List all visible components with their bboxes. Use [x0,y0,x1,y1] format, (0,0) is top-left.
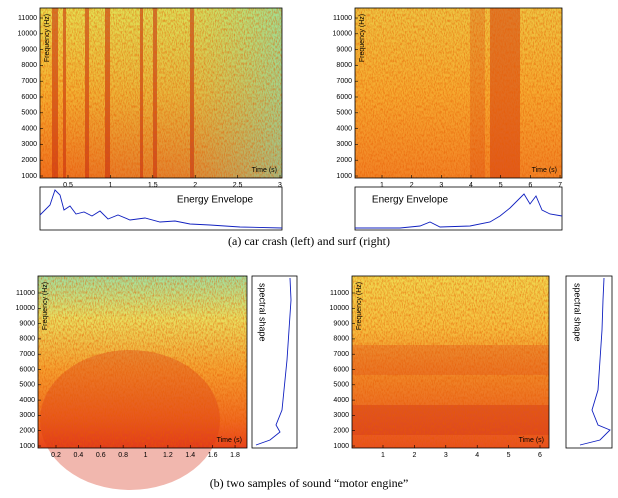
x-tick-label: 2 [412,452,416,459]
y-tick-label: 3000 [336,141,352,148]
axis-label: Time (s) [532,167,557,174]
y-tick-label: 10000 [330,305,350,312]
y-tick-label: 4000 [336,125,352,132]
y-tick-label: 11000 [18,15,37,22]
y-tick-label: 9000 [333,320,349,327]
spectrogram [355,8,562,178]
y-tick-label: 2000 [21,157,37,164]
x-tick-label: 1 [144,452,148,459]
y-tick-label: 1000 [336,173,352,180]
x-tick-label: 1 [380,182,384,189]
inset-label: spectral shape [573,283,583,342]
frames [37,7,613,449]
spectrogram [352,276,549,448]
inset-label: spectral shape [258,283,268,342]
y-tick-label: 2000 [19,428,35,435]
x-tick-label: 0.5 [63,182,73,189]
y-tick-label: 5000 [336,110,352,117]
x-tick-label: 7 [558,182,562,189]
x-tick-label: 1 [108,182,112,189]
inset-label: Energy Envelope [177,195,254,206]
y-tick-label: 7000 [19,351,35,358]
caption: (a) car crash (left) and surf (right) [228,234,390,248]
x-tick-label: 2.5 [233,182,243,189]
x-tick-label: 0.2 [51,452,61,459]
y-tick-label: 8000 [336,62,352,69]
y-tick-label: 11000 [330,290,349,297]
y-tick-label: 10000 [16,305,36,312]
x-tick-label: 1.6 [208,452,218,459]
x-tick-label: 5 [507,452,511,459]
spectrogram [38,276,247,490]
y-tick-label: 8000 [333,336,349,343]
x-tick-label: 1 [381,452,385,459]
x-tick-label: 0.6 [96,452,106,459]
y-tick-label: 2000 [336,157,352,164]
axis-label: Time (s) [217,437,242,444]
x-tick-label: 1.5 [148,182,158,189]
axis-label: Frequency (Hz) [356,282,363,330]
x-tick-label: 2 [193,182,197,189]
x-tick-label: 3 [439,182,443,189]
y-tick-label: 2000 [333,428,349,435]
y-tick-label: 10000 [18,31,38,38]
y-tick-label: 6000 [333,366,349,373]
y-tick-label: 7000 [333,351,349,358]
x-tick-label: 6 [538,452,542,459]
axis-label: Time (s) [252,167,277,174]
x-tick-label: 6 [528,182,532,189]
y-tick-label: 8000 [21,62,37,69]
x-tick-label: 2 [410,182,414,189]
y-tick-label: 9000 [19,320,35,327]
x-tick-label: 4 [475,452,479,459]
y-tick-label: 3000 [21,141,37,148]
y-tick-label: 5000 [21,110,37,117]
axis-label: Frequency (Hz) [42,282,49,330]
y-tick-label: 1000 [21,173,37,180]
y-tick-label: 1000 [333,443,349,450]
y-tick-label: 4000 [333,397,349,404]
y-tick-label: 7000 [21,78,37,85]
y-tick-label: 7000 [336,78,352,85]
y-tick-label: 11000 [333,15,352,22]
y-tick-label: 6000 [336,94,352,101]
y-tick-label: 6000 [21,94,37,101]
y-tick-label: 1000 [19,443,35,450]
y-tick-label: 4000 [21,125,37,132]
y-tick-label: 4000 [19,397,35,404]
y-tick-label: 5000 [333,382,349,389]
x-tick-label: 1.8 [230,452,240,459]
y-tick-label: 9000 [336,46,352,53]
axis-label: Frequency (Hz) [44,14,51,62]
inset-label: Energy Envelope [372,195,449,206]
x-tick-label: 3 [278,182,282,189]
y-tick-label: 11000 [16,290,35,297]
x-tick-label: 5 [499,182,503,189]
y-tick-label: 3000 [333,412,349,419]
y-tick-label: 5000 [19,382,35,389]
axis-label: Frequency (Hz) [359,14,366,62]
spectrogram [40,8,282,178]
x-tick-label: 3 [444,452,448,459]
axis-label: Time (s) [519,437,544,444]
caption: (b) two samples of sound “motor engine” [210,476,409,490]
y-tick-label: 8000 [19,336,35,343]
y-tick-label: 9000 [21,46,37,53]
y-tick-label: 3000 [19,412,35,419]
y-tick-label: 6000 [19,366,35,373]
curve [39,189,611,446]
x-tick-label: 0.4 [74,452,84,459]
x-tick-label: 1.2 [163,452,173,459]
x-tick-label: 1.4 [185,452,195,459]
x-tick-label: 0.8 [118,452,128,459]
y-tick-label: 10000 [333,31,353,38]
x-tick-label: 4 [469,182,473,189]
